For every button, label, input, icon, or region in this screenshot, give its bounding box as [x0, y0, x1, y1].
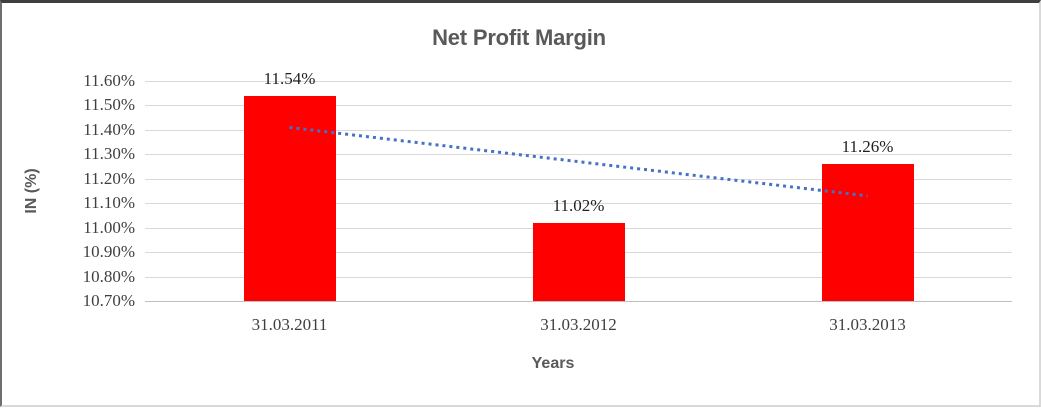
y-tick-label: 10.90%: [82, 242, 135, 262]
plot-area: [145, 81, 1012, 302]
gridline: [145, 203, 1012, 205]
bar-value-label: 11.54%: [263, 68, 316, 88]
y-tick-label: 11.10%: [83, 193, 135, 213]
x-category-label: 31.03.2012: [540, 315, 617, 334]
chart-title: Net Profit Margin: [432, 25, 606, 50]
x-axis-title: Years: [531, 355, 575, 372]
y-axis-title: IN (%): [23, 168, 40, 214]
bar-value-label: 11.26%: [841, 137, 894, 157]
y-tick-label: 11.20%: [83, 168, 135, 188]
y-tick-label: 10.70%: [82, 291, 135, 310]
x-category-label: 31.03.2011: [251, 315, 328, 334]
y-tick-label: 11.60%: [83, 71, 135, 90]
bar-value-label: 11.02%: [552, 195, 605, 215]
y-tick-label: 11.50%: [83, 95, 135, 115]
bar: [532, 222, 625, 301]
bar: [243, 95, 336, 301]
gridline: [145, 81, 1012, 82]
y-tick-label: 11.00%: [83, 217, 135, 237]
y-tick-label: 11.30%: [83, 144, 135, 164]
y-tick-label: 10.80%: [82, 266, 135, 286]
x-axis-line: [145, 301, 1012, 302]
y-tick-label: 11.40%: [83, 119, 135, 139]
x-category-label: 31.03.2013: [829, 315, 906, 334]
bar: [821, 164, 914, 301]
gridline: [145, 105, 1012, 107]
